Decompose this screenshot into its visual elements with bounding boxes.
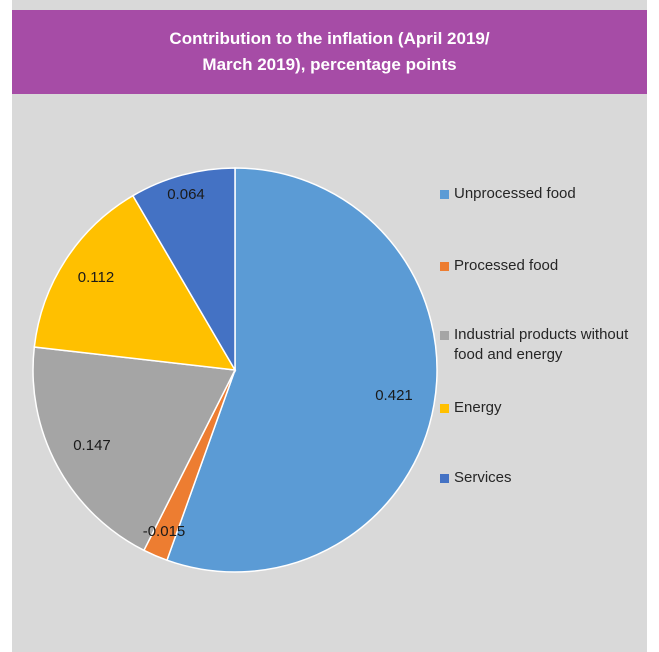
chart-title-line-1: Contribution to the inflation (April 201… xyxy=(169,29,490,48)
legend-label: Processed food xyxy=(454,257,559,274)
pie-slice-industrial-products-without-food-and-energy xyxy=(32,346,237,552)
chart-title-line-2: March 2019), percentage points xyxy=(202,55,457,74)
legend-label: Industrial products without food and ene… xyxy=(454,326,629,363)
data-label: 0.147 xyxy=(73,437,111,454)
chart-title: Contribution to the inflation (April 201… xyxy=(120,26,540,78)
data-label: 0.112 xyxy=(78,269,114,286)
legend-label: Energy xyxy=(454,399,502,416)
legend-item-unprocessed-food: Unprocessed food xyxy=(440,184,576,204)
title-bar: Contribution to the inflation (April 201… xyxy=(12,10,647,94)
legend-item-energy: Energy xyxy=(440,398,502,418)
legend-swatch xyxy=(440,474,449,483)
legend-label: Unprocessed food xyxy=(454,185,576,202)
data-label: -0.015 xyxy=(143,523,186,540)
legend-label: Services xyxy=(454,469,512,486)
data-label: 0.064 xyxy=(167,186,205,203)
legend-item-services: Services xyxy=(440,468,512,488)
pie-slice-services xyxy=(131,167,236,373)
legend-swatch xyxy=(440,331,449,340)
legend-swatch xyxy=(440,404,449,413)
pie-slice-unprocessed-food xyxy=(166,167,438,573)
legend-swatch xyxy=(440,262,449,271)
legend-item-industrial-products: Industrial products without food and ene… xyxy=(440,325,655,365)
legend-item-processed-food: Processed food xyxy=(440,256,558,276)
data-label: 0.421 xyxy=(375,387,413,404)
pie-slice-energy xyxy=(33,194,237,371)
legend-swatch xyxy=(440,190,449,199)
